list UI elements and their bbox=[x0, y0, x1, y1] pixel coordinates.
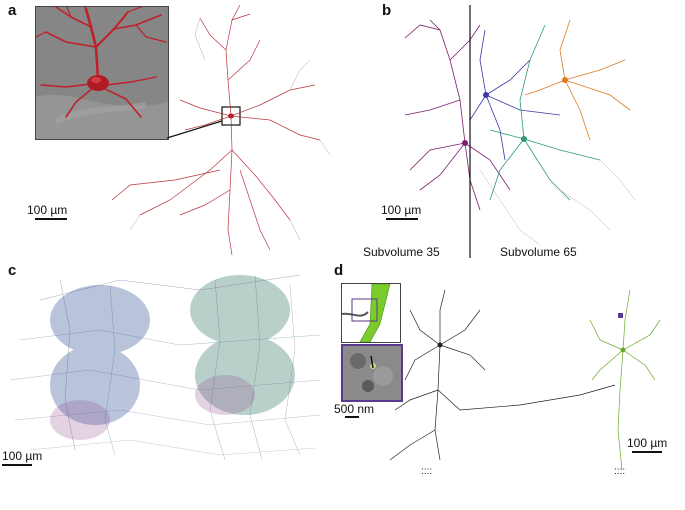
scale-label-c: 100 µm bbox=[2, 449, 43, 463]
panel-d-inset-em bbox=[341, 344, 403, 402]
panel-label-a: a bbox=[8, 2, 17, 19]
continuation-dots-left: :::: bbox=[421, 466, 433, 477]
panel-label-c: c bbox=[8, 262, 17, 279]
panel-a-inset bbox=[35, 6, 169, 140]
scale-label-b: 100 µm bbox=[381, 203, 422, 217]
panel-d-inset-dendrite bbox=[341, 283, 401, 343]
inset-neuron-image bbox=[36, 7, 168, 139]
scale-label-d-inset: 500 nm bbox=[334, 402, 375, 416]
scale-label-d: 100 µm bbox=[627, 436, 668, 450]
scale-bar-c bbox=[2, 464, 32, 466]
continuation-dots-right: :::: bbox=[614, 466, 626, 477]
scale-bar-d bbox=[632, 451, 662, 453]
caption-subvolume-65: Subvolume 65 bbox=[500, 245, 577, 259]
dense-cluster-right bbox=[190, 275, 295, 415]
panel-label-b: b bbox=[382, 2, 392, 19]
dense-cluster-left bbox=[50, 285, 150, 425]
caption-subvolume-35: Subvolume 35 bbox=[363, 245, 440, 259]
scale-bar-d-inset bbox=[345, 416, 359, 418]
scale-bar-a bbox=[35, 218, 67, 220]
scale-bar-b bbox=[386, 218, 418, 220]
panel-label-d: d bbox=[334, 262, 344, 279]
scale-label-a: 100 µm bbox=[27, 203, 68, 217]
